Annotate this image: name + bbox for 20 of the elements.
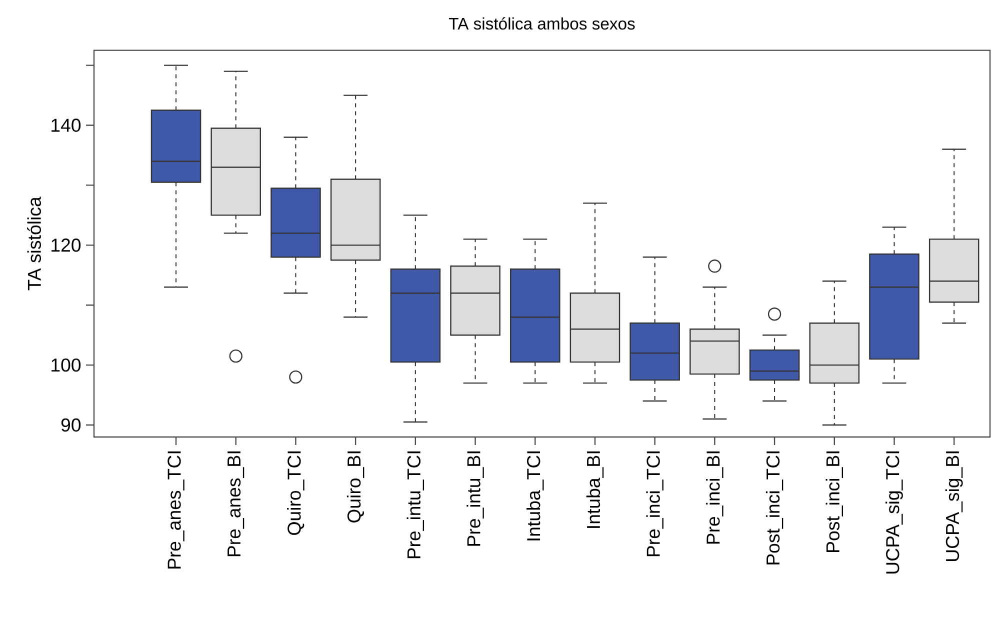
x-tick-label: Intuba_BI	[586, 451, 604, 528]
x-tick-label: Pre_inci_BI	[706, 451, 724, 544]
x-tick-label: Intuba_TCI	[526, 451, 544, 540]
y-tick-label: 120	[52, 238, 81, 252]
chart-title: TA sistólica ambos sexos	[448, 17, 635, 30]
x-tick-label: Pre_anes_TCI	[168, 451, 184, 569]
x-tick-label: Pre_intu_BI	[466, 451, 484, 546]
y-tick-label: 90	[61, 418, 81, 432]
x-tick-label: Pre_intu_TCI	[406, 451, 424, 558]
y-axis-title: TA sistólica	[27, 196, 41, 290]
y-tick-label: 100	[52, 358, 81, 372]
y-tick-label: 140	[52, 118, 81, 132]
x-tick-label: Quiro_BI	[346, 451, 364, 522]
x-tick-label: Post_inci_BI	[826, 451, 843, 552]
x-tick-label: Post_inci_TCI	[766, 451, 784, 564]
x-tick-label: Pre_anes_BI	[228, 451, 244, 556]
x-tick-label: Quiro_TCI	[287, 451, 304, 535]
x-tick-label: UCPA_sig_TCI	[886, 451, 903, 574]
x-tick-label: Pre_inci_TCI	[646, 451, 664, 556]
x-tick-label: UCPA_sig_BI	[945, 451, 963, 562]
